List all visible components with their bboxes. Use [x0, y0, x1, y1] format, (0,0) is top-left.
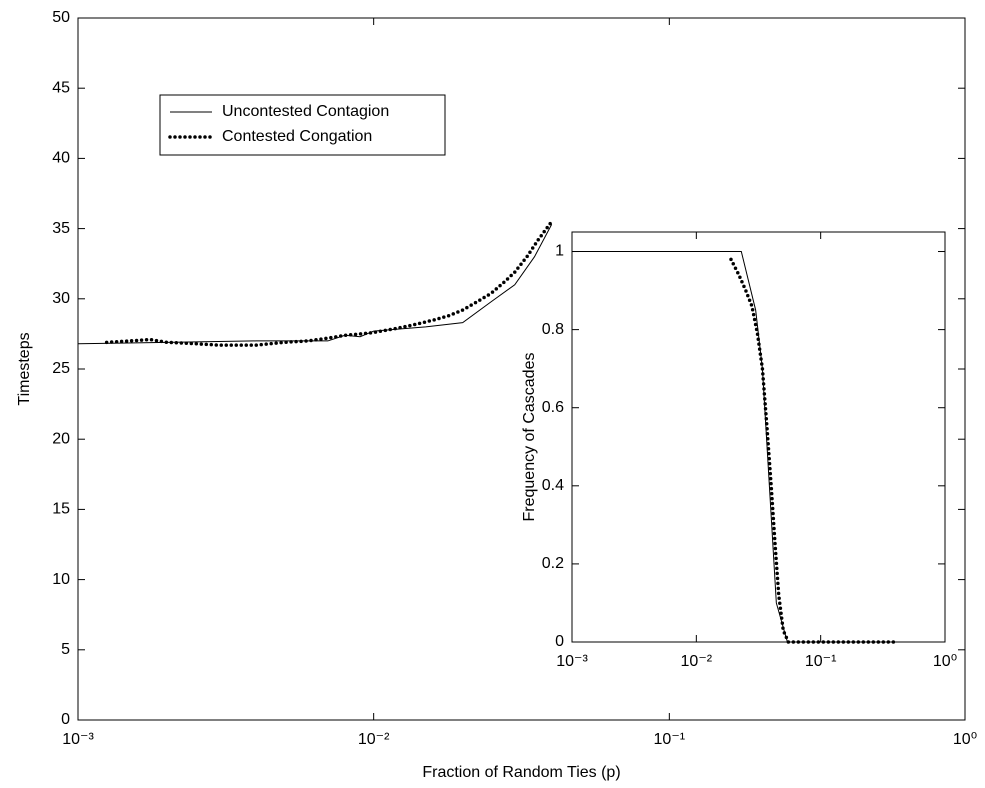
- y-tick-label: 30: [52, 290, 70, 307]
- legend-label: Uncontested Contagion: [222, 103, 389, 120]
- x-tick-label: 10⁻²: [358, 731, 390, 748]
- y-tick-label: 45: [52, 79, 70, 96]
- y-tick-label: 10: [52, 571, 70, 588]
- x-tick-label: 10⁻³: [62, 731, 94, 748]
- y-tick-label: 15: [52, 501, 70, 518]
- y-tick-label: 50: [52, 9, 70, 26]
- x-tick-label: 10⁰: [953, 731, 977, 748]
- y-tick-label: 0: [555, 633, 564, 650]
- y-axis-label: Timesteps: [16, 332, 33, 405]
- x-tick-label: 10⁻¹: [654, 731, 686, 748]
- y-tick-label: 0.6: [542, 399, 564, 416]
- data-line: [77, 224, 553, 345]
- x-tick-label: 10⁻²: [681, 653, 713, 670]
- legend-box: [159, 94, 446, 156]
- y-tick-label: 20: [52, 430, 70, 447]
- y-tick-label: 40: [52, 150, 70, 167]
- y-tick-label: 0.4: [542, 477, 564, 494]
- y-tick-label: 5: [61, 641, 70, 658]
- y-tick-label: 0.8: [542, 321, 564, 338]
- y-tick-label: 1: [555, 243, 564, 260]
- y-tick-label: 0.2: [542, 555, 564, 572]
- plot-frame: [571, 231, 946, 643]
- y-tick-label: 25: [52, 360, 70, 377]
- data-line: [104, 219, 554, 347]
- x-tick-label: 10⁻¹: [805, 653, 837, 670]
- x-tick-label: 10⁻³: [556, 653, 588, 670]
- x-axis-label: Fraction of Random Ties (p): [422, 764, 620, 781]
- y-tick-label: 0: [61, 711, 70, 728]
- legend-label: Contested Congation: [222, 128, 372, 145]
- y-tick-label: 35: [52, 220, 70, 237]
- x-tick-label: 10⁰: [933, 653, 957, 670]
- y-axis-label: Frequency of Cascades: [521, 353, 538, 522]
